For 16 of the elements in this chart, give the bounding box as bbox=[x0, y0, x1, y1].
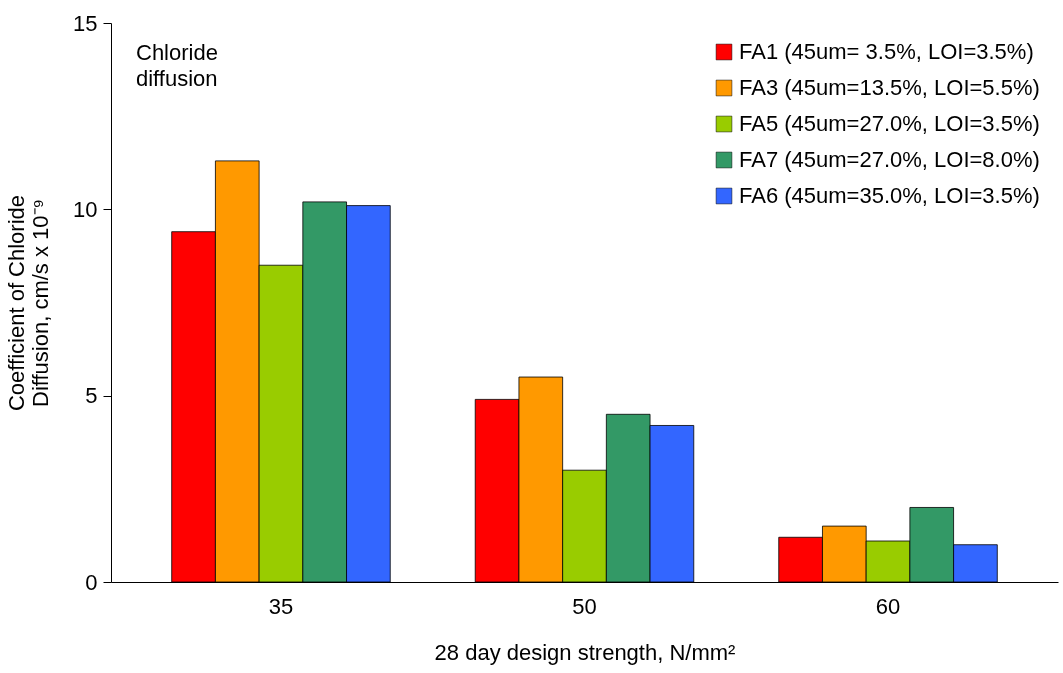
legend-label: FA1 (45um= 3.5%, LOI=3.5%) bbox=[739, 39, 1034, 64]
y-tick-label: 10 bbox=[73, 196, 98, 222]
x-tick-label: 35 bbox=[268, 593, 294, 619]
annotation: Chloride diffusion bbox=[136, 40, 218, 91]
text: Coefficient of Chloride bbox=[4, 194, 30, 412]
legend-label: FA6 (45um=35.0%, LOI=3.5%) bbox=[739, 183, 1040, 208]
legend-label: FA3 (45um=13.5%, LOI=5.5%) bbox=[739, 75, 1040, 100]
y-tick-label: 0 bbox=[85, 569, 98, 595]
y-tick-label: 15 bbox=[73, 10, 98, 36]
legend-label: FA5 (45um=27.0%, LOI=3.5%) bbox=[739, 111, 1040, 136]
x-axis-title: 28 day design strength, N/mm² bbox=[434, 639, 736, 665]
y-tick-label: 5 bbox=[85, 383, 98, 409]
text: Diffusion, cm/s x 10⁻⁹ bbox=[28, 199, 54, 407]
x-tick-label: 50 bbox=[572, 593, 597, 619]
x-tick-label: 60 bbox=[875, 593, 901, 619]
legend-label: FA7 (45um=27.0%, LOI=8.0%) bbox=[739, 147, 1040, 172]
